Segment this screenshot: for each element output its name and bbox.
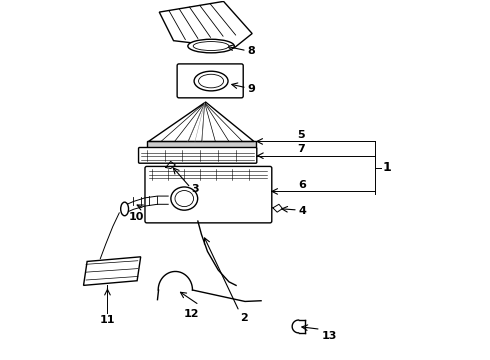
- Ellipse shape: [171, 187, 197, 210]
- Text: 10: 10: [128, 212, 144, 222]
- Text: 7: 7: [297, 144, 305, 154]
- Text: 2: 2: [241, 313, 248, 323]
- Text: 4: 4: [299, 206, 307, 216]
- FancyBboxPatch shape: [139, 148, 257, 163]
- Text: 6: 6: [298, 180, 306, 190]
- FancyBboxPatch shape: [177, 64, 243, 98]
- Text: 13: 13: [322, 331, 337, 341]
- Polygon shape: [148, 102, 254, 141]
- Ellipse shape: [194, 71, 228, 91]
- Ellipse shape: [121, 202, 128, 216]
- Ellipse shape: [193, 41, 229, 50]
- Text: 1: 1: [383, 161, 392, 174]
- Polygon shape: [159, 1, 252, 48]
- Text: 11: 11: [100, 315, 115, 325]
- Text: 8: 8: [248, 46, 256, 57]
- Text: 3: 3: [192, 184, 199, 194]
- Text: 9: 9: [248, 84, 256, 94]
- Ellipse shape: [175, 190, 194, 207]
- Ellipse shape: [198, 74, 223, 88]
- Ellipse shape: [188, 39, 234, 53]
- Text: 12: 12: [184, 309, 199, 319]
- Polygon shape: [83, 257, 141, 285]
- Polygon shape: [147, 141, 256, 148]
- FancyBboxPatch shape: [145, 166, 272, 223]
- Text: 5: 5: [297, 130, 304, 140]
